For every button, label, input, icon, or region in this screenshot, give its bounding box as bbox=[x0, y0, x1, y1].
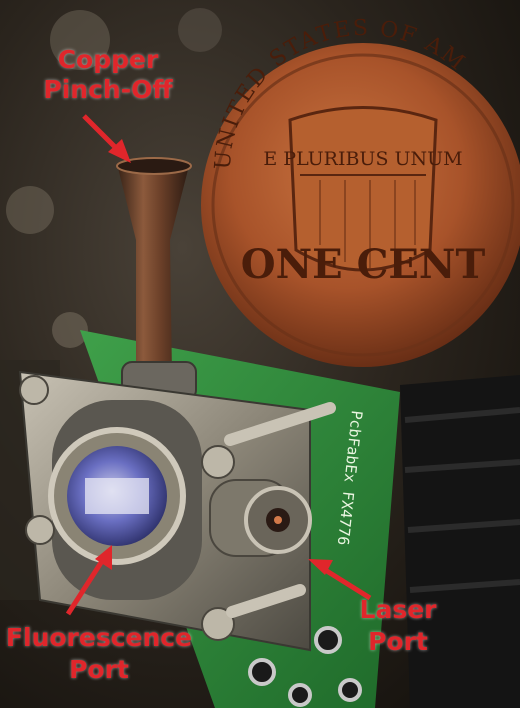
callout-fluorescence-port-line2: Port bbox=[69, 655, 129, 684]
callout-laser-port-line1: Laser bbox=[359, 595, 437, 624]
callout-arrows bbox=[65, 114, 372, 616]
callout-fluorescence-port-line1: Fluorescence bbox=[5, 623, 193, 652]
coin-banner-text: E PLURIBUS UNUM bbox=[263, 148, 462, 170]
coin-denomination-text: ONE CENT bbox=[241, 241, 486, 288]
callout-copper-pinch-off-line2: Pinch-Off bbox=[43, 75, 173, 104]
callout-copper-pinch-off-line1: Copper bbox=[57, 45, 159, 74]
callout-laser-port-line2: Port bbox=[368, 627, 428, 656]
